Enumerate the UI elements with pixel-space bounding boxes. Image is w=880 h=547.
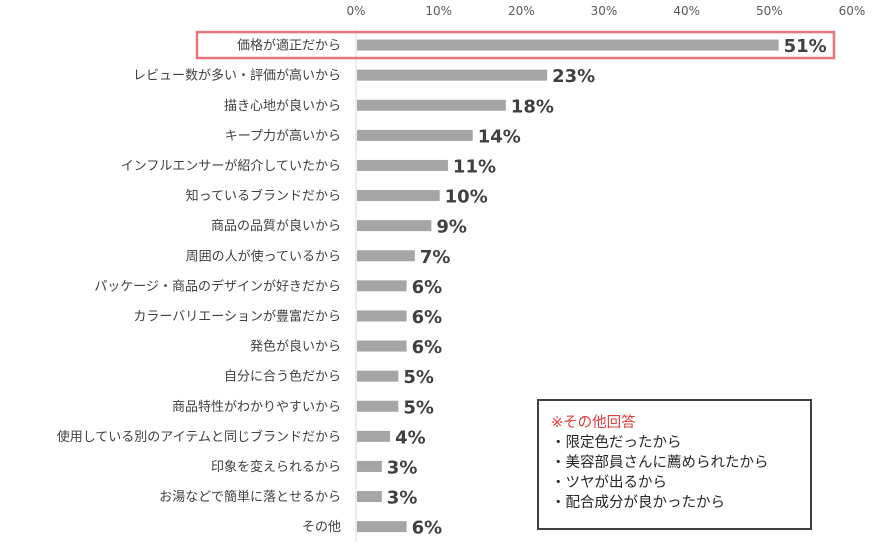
bar [357,190,440,202]
category-label: 周囲の人が使っているから [186,248,341,264]
x-tick-label: 50% [756,4,783,18]
bar [357,39,779,51]
category-label: パッケージ・商品のデザインが好きだから [94,278,341,294]
bar [357,250,415,262]
value-label: 6% [412,277,443,298]
bar [357,69,548,81]
note-title: ※その他回答 [551,415,636,431]
value-label: 9% [436,217,467,238]
category-label: 発色が良いから [250,339,341,355]
value-label: 14% [478,126,521,147]
value-label: 6% [412,518,443,539]
note-item: ・美容部員さんに薦められたから [551,455,769,471]
x-tick-label: 40% [673,4,700,18]
x-tick-label: 0% [346,4,365,18]
category-label: お湯などで簡単に落とせるから [159,489,341,505]
value-label: 7% [420,247,451,268]
bar [357,310,407,322]
category-label: 知っているブランドだから [186,188,341,204]
bar [357,460,382,472]
category-label: 使用している別のアイテムと同じブランドだから [57,429,341,445]
note-item: ・限定色だったから [551,435,682,451]
bar [357,129,473,141]
bar [357,491,382,503]
bar [357,280,407,292]
category-label: その他 [302,520,341,535]
category-label: キープ力が高いから [225,128,341,144]
value-label: 18% [511,96,554,117]
category-label: 商品の品質が良いから [211,218,341,234]
category-label: 描き心地が良いから [224,98,341,114]
value-label: 4% [395,427,426,448]
note-item: ・配合成分が良かったから [551,495,725,511]
value-label: 11% [453,156,496,177]
value-label: 3% [387,457,418,478]
category-label: 商品特性がわかりやすいから [172,400,341,415]
bar [357,370,399,382]
category-label: 自分に合う色だから [224,369,341,385]
bar [357,430,391,442]
value-label: 3% [387,488,418,509]
bar [357,220,432,232]
bar [357,340,407,352]
value-label: 10% [445,187,488,208]
x-tick-label: 30% [591,4,618,18]
value-label: 5% [403,397,434,418]
value-label: 23% [552,66,595,87]
x-tick-label: 20% [508,4,535,18]
highlight-frame [195,30,836,60]
category-label: 印象を変えられるから [211,459,341,475]
other-answers-note: ※その他回答 ・限定色だったから ・美容部員さんに薦められたから ・ツヤが出るか… [537,399,812,530]
note-item: ・ツヤが出るから [551,475,667,491]
value-label: 5% [403,367,434,388]
bar [357,521,407,533]
bar [357,400,399,412]
bar [357,99,506,111]
x-tick-label: 10% [425,4,452,18]
value-label: 6% [412,307,443,328]
category-label: 価格が適正だから [237,38,341,54]
category-label: インフルエンサーが紹介していたから [121,159,341,174]
x-tick-label: 60% [839,4,866,18]
category-label: レビュー数が多い・評価が高いから [133,68,341,84]
bar [357,159,448,171]
value-label: 6% [412,337,443,358]
category-label: カラーバリエーションが豊富だから [133,308,341,324]
value-label: 51% [784,36,827,57]
